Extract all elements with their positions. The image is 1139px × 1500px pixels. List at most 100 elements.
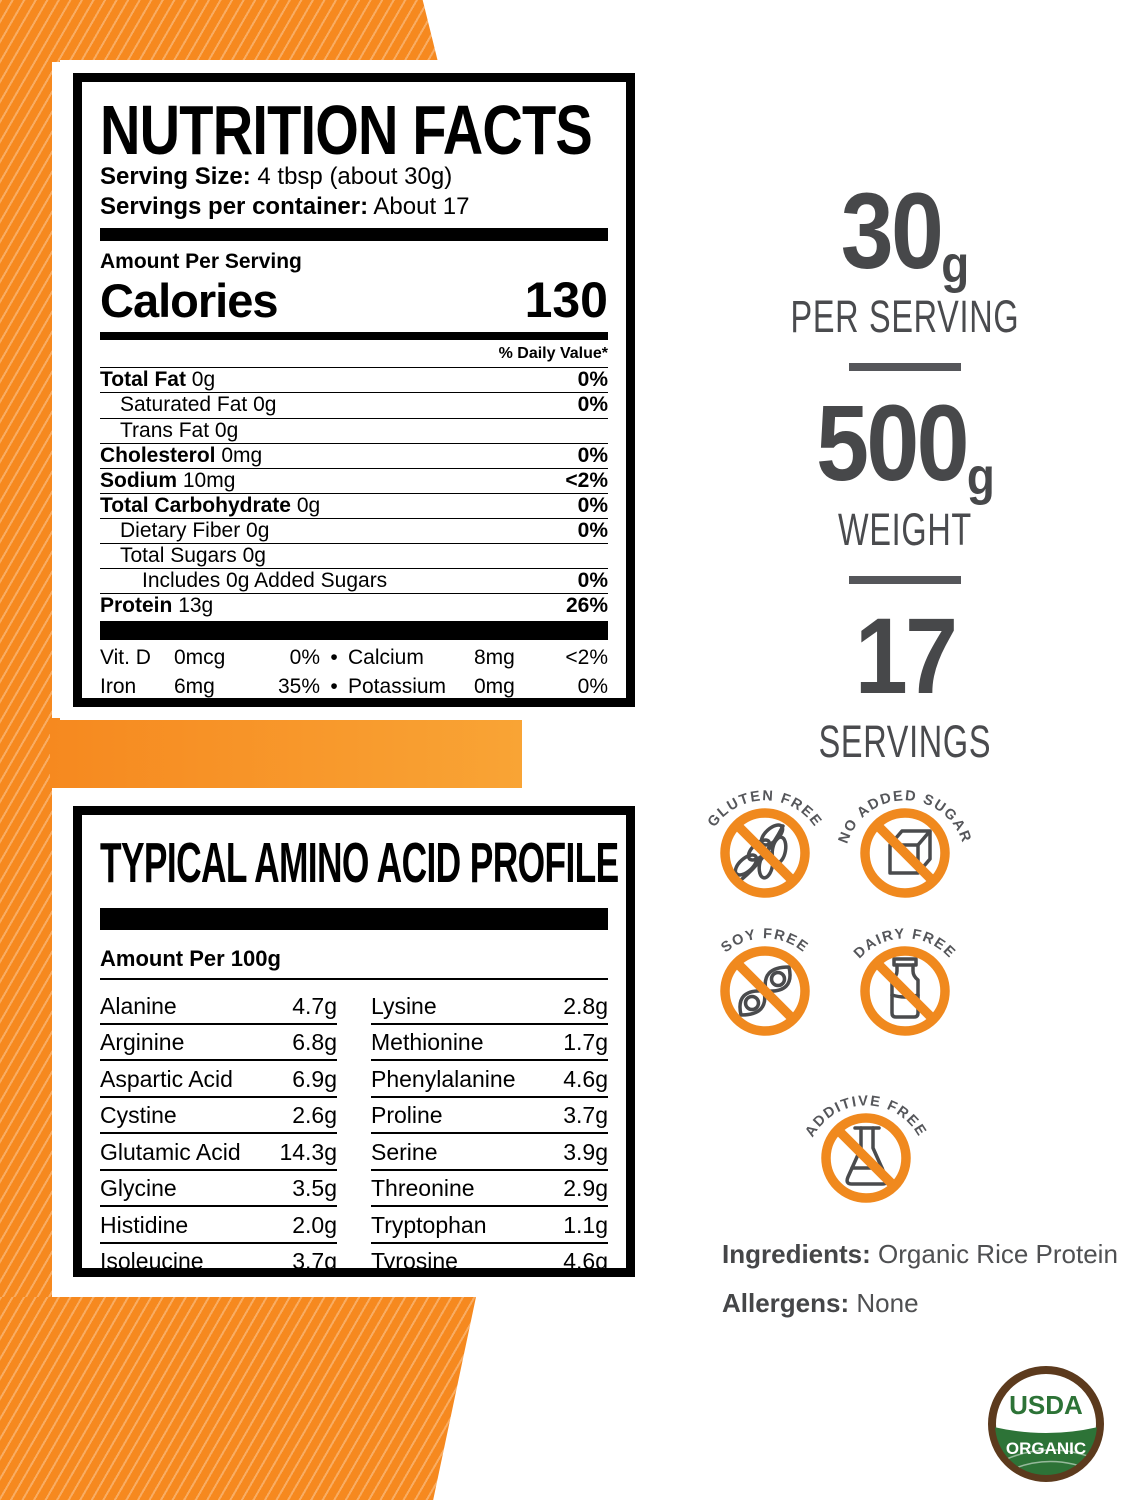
servings-value: About 17: [373, 192, 470, 220]
amino-row: Alanine 4.7g: [100, 988, 337, 1025]
nutrient-name: Protein 13g: [100, 593, 214, 617]
nutrition-facts-panel: NUTRITION FACTS Serving Size: 4 tbsp (ab…: [60, 60, 648, 720]
nutrient-dv: 0%: [577, 443, 608, 467]
nutrition-facts-title: NUTRITION FACTS: [100, 91, 593, 169]
amino-row: Arginine 6.8g: [100, 1025, 337, 1061]
divider-bar: [100, 908, 608, 930]
amino-row: Glycine 3.5g: [100, 1171, 337, 1207]
nutrient-row: Total Carbohydrate 0g 0%: [100, 492, 608, 518]
svg-text:DAIRY FREE: DAIRY FREE: [851, 926, 959, 962]
weight-label: WEIGHT: [838, 503, 972, 555]
nutrient-name: Total Sugars 0g: [120, 543, 266, 567]
micro-name: Potassium: [348, 674, 447, 698]
divider-bar: [100, 620, 608, 640]
nutrient-name: Includes 0g Added Sugars: [142, 568, 388, 592]
micro-dv: 0%: [289, 645, 320, 669]
nutrient-dv: 0%: [577, 493, 608, 517]
dairy-free-badge: DAIRY FREE: [851, 926, 959, 1036]
amino-row: Tyrosine 4.6g: [371, 1244, 608, 1268]
calories-label: Calories: [100, 274, 278, 328]
soy-free-badge: SOY FREE: [718, 926, 810, 1036]
allergens-line: Allergens: None: [722, 1287, 1122, 1320]
nutrient-row: Total Sugars 0g: [100, 542, 608, 568]
nutrient-row: Sodium 10mg <2%: [100, 467, 608, 493]
amount-per-100g: Amount Per 100g: [100, 946, 281, 971]
servings-per-container-line: Servings per container: About 17: [100, 192, 608, 222]
micro-name: Calcium: [348, 645, 424, 669]
daily-value-header: % Daily Value*: [498, 345, 608, 363]
amino-right-column: Lysine 2.8g Methionine 1.7g Phenylalanine 4…: [371, 988, 608, 1268]
prohibition-circle: [720, 808, 810, 898]
amino-row: Phenylalanine 4.6g: [371, 1061, 608, 1098]
amino-row: Threonine 2.9g: [371, 1171, 608, 1207]
orange-top-banner: [0, 0, 438, 62]
micro-dv: 0%: [577, 674, 608, 698]
amino-acid-table: Alanine 4.7g Arginine 6.8g Aspartic Acid 6.…: [100, 988, 608, 1268]
nutrient-row: Cholesterol 0mg 0%: [100, 442, 608, 468]
serving-size-value: 4 tbsp (about 30g): [257, 163, 453, 191]
nutrient-name: Total Fat 0g: [100, 368, 216, 392]
micro-amount: 0mg: [474, 674, 515, 698]
nutrient-name: Cholesterol 0mg: [100, 443, 263, 467]
amino-row: Cystine 2.6g: [100, 1098, 337, 1134]
nutrient-dv: 0%: [577, 368, 608, 392]
per-serving-grams: 30g: [840, 170, 970, 294]
servings-label: Servings per container:: [100, 192, 369, 220]
prohibition-circle: [860, 808, 950, 898]
calories-value: 130: [524, 272, 608, 329]
nutrient-row: Total Fat 0g 0%: [100, 367, 608, 392]
nutrient-row: Dietary Fiber 0g 0%: [100, 517, 608, 543]
divider-bar: [100, 332, 608, 341]
additive-free-badge: ADDITIVE FREE: [802, 1093, 928, 1203]
serving-size-line: Serving Size: 4 tbsp (about 30g): [100, 162, 608, 192]
nutrient-row: Trans Fat 0g: [100, 417, 608, 443]
prohibition-circle: [821, 1113, 911, 1203]
nutrient-row: Saturated Fat 0g 0%: [100, 392, 608, 417]
nutrient-dv: 26%: [565, 593, 608, 617]
micro-amount: 8mg: [474, 645, 515, 669]
ingredients-label: Ingredients:: [722, 1239, 871, 1269]
micro-name: Vit. D: [100, 645, 151, 669]
amino-left-column: Alanine 4.7g Arginine 6.8g Aspartic Acid 6.…: [100, 988, 337, 1268]
micro-dv: 35%: [277, 674, 320, 698]
stat-divider: [849, 575, 961, 584]
stats-column: 30g PER SERVING 500g WEIGHT 17 SERVINGS: [740, 170, 1070, 765]
badge-label: DAIRY FREE: [851, 926, 957, 962]
micro-dv: <2%: [565, 645, 608, 669]
ingredients-line: Ingredients: Organic Rice Protein: [722, 1238, 1122, 1271]
amino-acid-panel: TYPICAL AMINO ACID PROFILE Amount Per 10…: [60, 793, 648, 1290]
amino-row: Tryptophan 1.1g: [371, 1207, 608, 1244]
nutrient-name: Trans Fat 0g: [120, 418, 239, 442]
usda-organic-seal: USDA ORGANIC: [988, 1366, 1104, 1482]
servings-count: 17: [854, 594, 958, 716]
organic-text: ORGANIC: [1006, 1439, 1086, 1458]
prohibition-circle: [860, 946, 950, 1036]
nutrient-name: Saturated Fat 0g: [120, 393, 277, 417]
bullet-separator: •: [330, 674, 338, 698]
divider-bar: [100, 228, 608, 242]
ingredients-block: Ingredients: Organic Rice Protein Allerg…: [722, 1238, 1122, 1335]
ingredients-value: Organic Rice Protein: [878, 1239, 1118, 1269]
nutrient-name: Sodium 10mg: [100, 468, 236, 492]
nutrient-name: Dietary Fiber 0g: [120, 518, 270, 542]
divider-rule: [100, 978, 608, 980]
amino-row: Aspartic Acid 6.9g: [100, 1061, 337, 1098]
usda-text: USDA: [1009, 1390, 1083, 1420]
micronutrients-table: Vit. D 0mcg 0% • Calcium 8mg <2% Iron 6m…: [100, 640, 608, 698]
per-serving-label: PER SERVING: [790, 291, 1020, 343]
allergens-label: Allergens:: [722, 1287, 850, 1318]
prohibition-circle: [720, 946, 810, 1036]
amino-row: Proline 3.7g: [371, 1098, 608, 1134]
amino-row: Isoleucine 3.7g: [100, 1244, 337, 1268]
amino-row: Methionine 1.7g: [371, 1025, 608, 1061]
amino-row: Glutamic Acid 14.3g: [100, 1134, 337, 1171]
total-weight-grams: 500g: [815, 382, 995, 507]
micro-name: Iron: [100, 674, 137, 698]
nutrient-dv: 0%: [577, 393, 608, 417]
nutrient-dv: <2%: [565, 468, 608, 492]
nutrient-row: Protein 13g 26%: [100, 592, 608, 618]
micro-amount: 0mcg: [174, 645, 226, 669]
stat-divider: [849, 363, 961, 372]
bullet-separator: •: [330, 645, 338, 669]
